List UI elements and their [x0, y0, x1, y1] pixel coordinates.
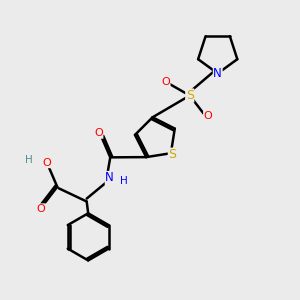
Text: N: N: [213, 67, 222, 80]
Text: O: O: [43, 158, 51, 168]
Text: O: O: [204, 111, 212, 121]
Text: S: S: [186, 89, 194, 102]
Text: O: O: [161, 77, 170, 87]
Text: S: S: [168, 148, 176, 161]
Text: N: N: [105, 172, 114, 184]
Text: O: O: [37, 204, 45, 214]
Text: O: O: [94, 128, 103, 138]
Text: H: H: [26, 155, 33, 165]
Text: H: H: [120, 176, 128, 186]
